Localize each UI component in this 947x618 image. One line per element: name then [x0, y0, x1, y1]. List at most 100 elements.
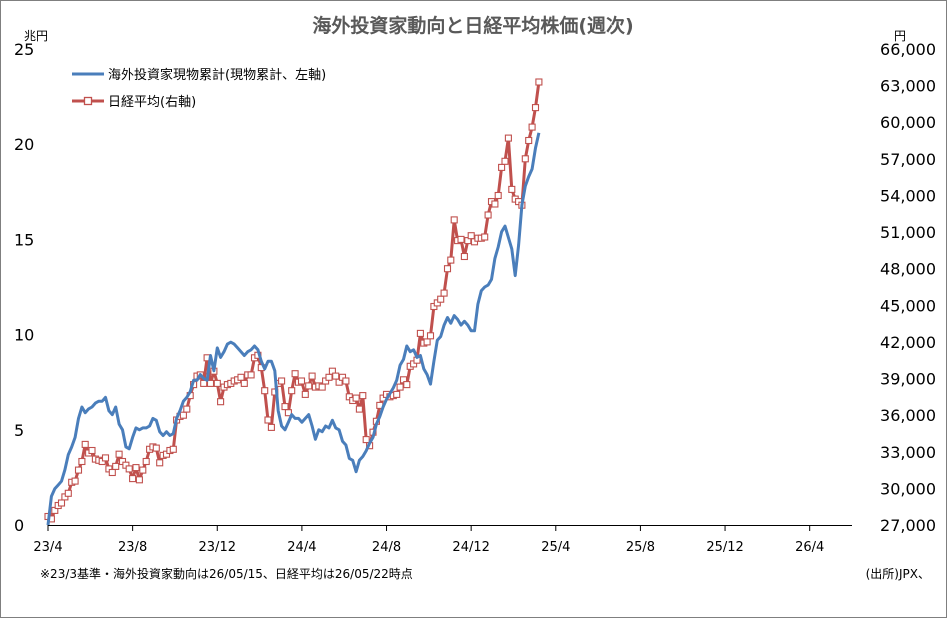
- nikkei-point: [484, 211, 492, 219]
- nikkei-point: [288, 387, 296, 395]
- nikkei-point: [156, 459, 164, 467]
- chart-title: 海外投資家動向と日経平均株価(週次): [312, 14, 633, 37]
- nikkei-point: [64, 489, 72, 497]
- left-tick-label: 25: [14, 40, 34, 59]
- x-tick-label: 24/8: [372, 540, 401, 555]
- right-tick-label: 42,000: [880, 333, 936, 352]
- x-tick-label: 24/4: [287, 540, 316, 555]
- nikkei-point: [81, 440, 89, 448]
- nikkei-point: [264, 416, 272, 424]
- nikkei-point: [325, 373, 333, 381]
- right-tick-label: 51,000: [880, 223, 936, 242]
- nikkei-point: [152, 444, 160, 452]
- nikkei-point: [481, 233, 489, 241]
- source-note: (出所)JPX、: [866, 567, 930, 581]
- nikkei-point: [169, 445, 177, 453]
- nikkei-point: [206, 379, 215, 387]
- nikkei-point: [217, 398, 225, 406]
- nikkei-point: [443, 265, 452, 273]
- left-tick-label: 15: [14, 230, 34, 249]
- nikkei-point: [240, 379, 248, 387]
- right-tick-label: 60,000: [880, 113, 936, 132]
- right-tick-label: 33,000: [880, 443, 936, 462]
- left-axis-unit: 兆円: [24, 29, 48, 43]
- right-tick-label: 54,000: [880, 186, 936, 205]
- nikkei-point: [132, 464, 140, 472]
- nikkei-point: [297, 377, 306, 385]
- x-tick-label: 23/12: [199, 540, 236, 555]
- x-tick-label: 25/4: [541, 540, 570, 555]
- nikkei-point: [125, 465, 133, 473]
- nikkei-point: [305, 382, 313, 390]
- nikkei-point: [352, 394, 360, 402]
- legend-marker-nikkei: [83, 96, 93, 106]
- nikkei-point: [200, 379, 208, 387]
- nikkei-point: [457, 235, 465, 243]
- right-tick-label: 36,000: [880, 406, 936, 425]
- nikkei-point: [278, 377, 286, 385]
- nikkei-point: [332, 372, 340, 380]
- legend-label-foreign: 海外投資家現物累計(現物累計、左軸): [108, 67, 326, 83]
- nikkei-point: [101, 454, 110, 462]
- nikkei-point: [437, 295, 445, 303]
- nikkei-point: [535, 78, 543, 86]
- nikkei-point: [142, 457, 150, 466]
- nikkei-point: [115, 450, 123, 458]
- right-tick-label: 30,000: [880, 479, 936, 498]
- nikkei-point: [508, 185, 516, 193]
- nikkei-point: [301, 390, 309, 398]
- x-tick-label: 25/8: [626, 540, 655, 555]
- nikkei-point: [112, 462, 120, 470]
- right-tick-label: 66,000: [880, 40, 936, 59]
- nikkei-point: [57, 499, 66, 507]
- left-axis-ticks: 0 5 10 15 20 25: [14, 40, 34, 535]
- nikkei-point: [491, 200, 499, 208]
- right-axis-ticks: 27,000 30,000 33,000 36,000 39,000 42,000 45,0…: [880, 40, 936, 535]
- nikkei-point: [393, 390, 401, 398]
- nikkei-point: [281, 403, 289, 411]
- nikkei-point: [359, 392, 367, 400]
- legend-label-nikkei: 日経平均(右軸): [108, 95, 196, 110]
- x-tick-label: 25/12: [706, 540, 743, 555]
- nikkei-point: [362, 436, 370, 444]
- nikkei-point: [71, 477, 79, 485]
- nikkei-point: [139, 466, 147, 474]
- nikkei-point: [129, 475, 137, 483]
- right-tick-label: 57,000: [880, 150, 936, 169]
- nikkei-point: [396, 383, 404, 391]
- left-tick-label: 20: [14, 135, 34, 154]
- nikkei-point: [525, 136, 533, 145]
- nikkei-point: [318, 383, 326, 391]
- series-line-foreign: [46, 132, 541, 526]
- nikkei-point: [342, 377, 350, 385]
- nikkei-point: [423, 338, 431, 346]
- nikkei-point: [494, 191, 502, 200]
- right-tick-label: 27,000: [880, 516, 936, 535]
- right-tick-label: 63,000: [880, 77, 936, 96]
- nikkei-point: [247, 371, 255, 379]
- nikkei-point: [213, 379, 221, 387]
- right-tick-label: 45,000: [880, 296, 936, 315]
- legend: 海外投資家現物累計(現物累計、左軸) 日経平均(右軸): [72, 67, 326, 110]
- nikkei-point: [450, 216, 458, 224]
- nikkei-point: [179, 411, 187, 419]
- nikkei-point: [501, 157, 509, 165]
- nikkei-point: [308, 372, 316, 380]
- nikkei-point: [528, 123, 536, 131]
- x-tick-label: 23/8: [118, 540, 147, 555]
- left-tick-label: 10: [14, 326, 34, 345]
- x-tick-label: 26/4: [795, 540, 824, 555]
- nikkei-point: [498, 163, 506, 171]
- nikkei-point: [284, 409, 292, 417]
- left-tick-label: 5: [14, 421, 24, 440]
- x-tick-label: 24/12: [452, 540, 489, 555]
- right-tick-label: 39,000: [880, 370, 936, 389]
- nikkei-point: [531, 104, 540, 112]
- right-axis-unit: 円: [894, 29, 906, 43]
- nikkei-point: [183, 405, 191, 413]
- nikkei-point: [135, 476, 143, 484]
- nikkei-point: [416, 329, 424, 337]
- nikkei-point: [440, 289, 448, 297]
